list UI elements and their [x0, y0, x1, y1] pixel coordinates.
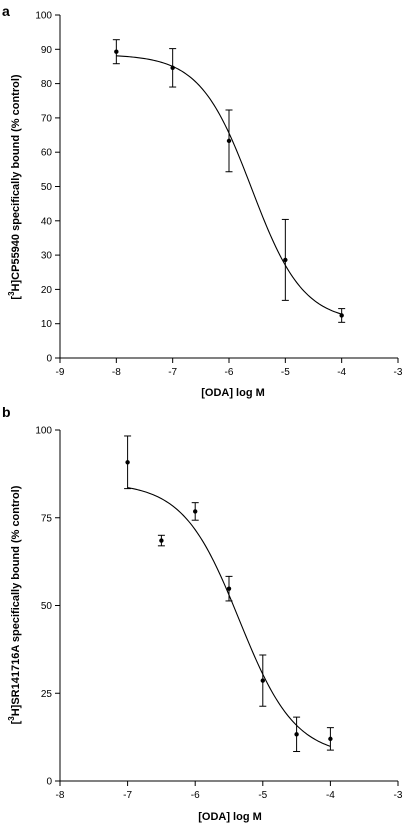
panel-a-x-tick-label: -8 — [112, 367, 121, 378]
panel-b-data-point — [159, 538, 164, 543]
panel-b-x-tick-label: -6 — [191, 790, 200, 801]
panel-b-fit-curve — [127, 487, 331, 747]
panel-b-y-tick-label: 75 — [41, 513, 53, 524]
panel-b-x-axis-label: [ODA] log M — [198, 811, 262, 823]
panel-b-x-tick-label: -5 — [258, 790, 267, 801]
panel-a-data-point — [170, 65, 175, 71]
panel-a-y-tick-label: 40 — [41, 216, 53, 227]
panel-b-y-tick-label: 0 — [46, 777, 52, 788]
panel-a-y-tick-label: 0 — [46, 354, 52, 365]
panel-b-data-point — [294, 732, 299, 737]
panel-a-y-tick-label: 20 — [41, 285, 53, 296]
panel-a-data-point — [226, 138, 232, 144]
panel-a-x-tick-label: -7 — [168, 367, 177, 378]
panel-a-y-axis-label: [3H]CP55940 specifically bound (% contro… — [7, 74, 22, 299]
panel-a-y-axis-label-superscript: 3 — [7, 291, 16, 296]
panel-b-letter: b — [2, 404, 11, 420]
panel-b-data-point — [328, 736, 333, 742]
panel-b-y-tick-label: 50 — [41, 601, 53, 612]
panel-a-y-axis-label-open: [ — [10, 296, 22, 300]
panel-a-x-tick-label: -9 — [56, 367, 65, 378]
panel-a-letter: a — [2, 3, 10, 19]
panel-b-y-axis-label-open: [ — [10, 720, 22, 724]
panel-a-y-tick-label: 80 — [41, 79, 53, 90]
panel-a-y-tick-label: 10 — [41, 319, 53, 330]
panel-a-y-tick-label: 50 — [41, 182, 53, 193]
panel-a-x-tick-label: -4 — [337, 367, 346, 378]
panel-b: b [ODA] log M [3H]SR141716A specifically… — [2, 404, 403, 823]
panel-a-fit-curve — [116, 55, 342, 315]
panel-a-x-tick-label: -5 — [281, 367, 290, 378]
panel-a-y-tick-label: 30 — [41, 251, 53, 262]
panel-b-x-tick-label: -4 — [326, 790, 335, 801]
panel-b-y-tick-label: 100 — [35, 426, 52, 437]
panel-a-y-axis-label-rest: H]CP55940 specifically bound (% control) — [10, 74, 22, 291]
panel-b-data-point — [193, 509, 198, 514]
panel-a: a [ODA] log M [3H]CP55940 specifically b… — [2, 3, 403, 399]
panel-a-y-tick-label: 100 — [35, 11, 52, 22]
panel-b-x-tick-label: -8 — [56, 790, 65, 801]
panel-b-y-tick-label: 25 — [41, 689, 53, 700]
panel-a-x-axis-label: [ODA] log M — [201, 387, 265, 399]
panel-a-data-point — [339, 313, 344, 318]
panel-a-x-tick-label: -3 — [394, 367, 403, 378]
panel-b-y-axis-label: [3H]SR141716A specifically bound (% cont… — [7, 485, 22, 724]
panel-b-y-axis-label-rest: H]SR141716A specifically bound (% contro… — [10, 485, 22, 716]
panel-a-y-tick-label: 60 — [41, 148, 53, 159]
panel-a-y-tick-label: 70 — [41, 113, 53, 124]
panel-b-data-point — [260, 678, 265, 683]
panel-b-data-point — [226, 586, 232, 591]
panel-a-data-point — [114, 49, 119, 54]
panel-b-y-axis-label-superscript: 3 — [7, 716, 16, 721]
panel-b-data-point — [125, 460, 130, 465]
panel-b-x-tick-label: -7 — [123, 790, 132, 801]
panel-b-x-tick-label: -3 — [394, 790, 403, 801]
panel-a-x-tick-label: -6 — [225, 367, 234, 378]
panel-a-data-point — [283, 257, 288, 263]
panel-a-y-tick-label: 90 — [41, 45, 53, 56]
